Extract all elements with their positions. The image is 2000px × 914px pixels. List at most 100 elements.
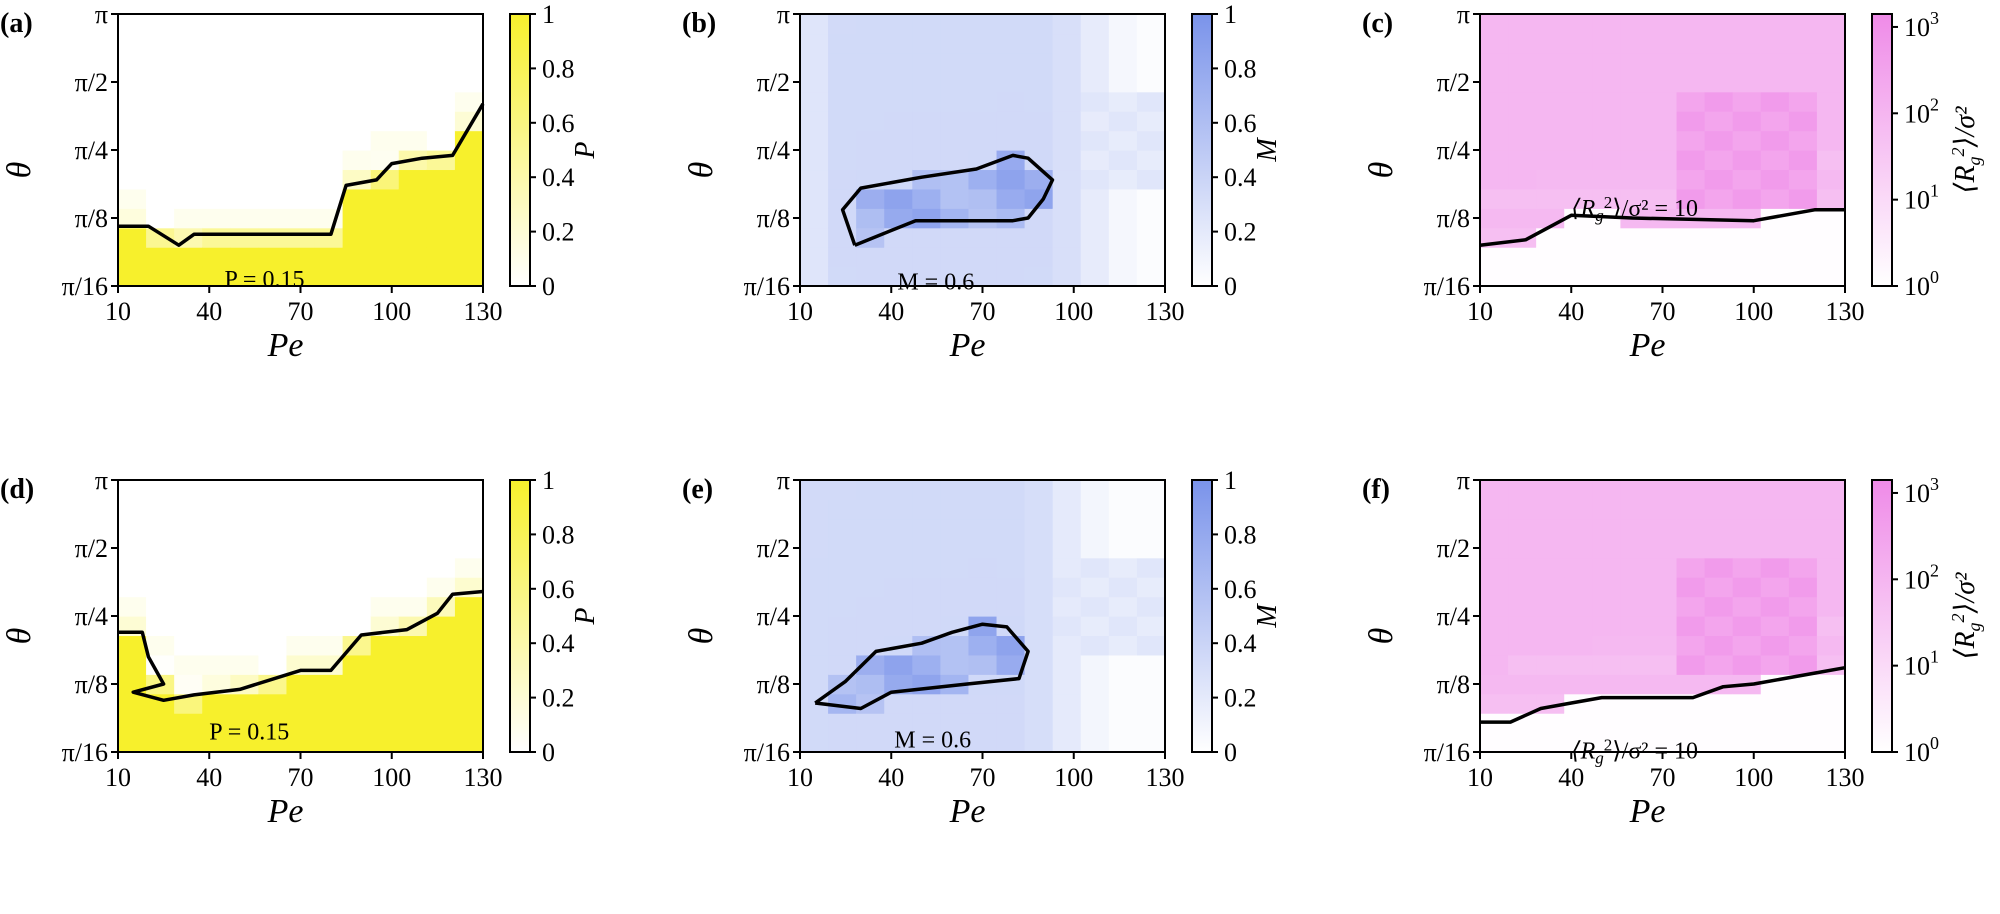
heatmap-cell <box>912 616 941 637</box>
heatmap-cell <box>1536 557 1565 578</box>
heatmap-cell <box>202 169 231 190</box>
heatmap-cell <box>856 557 885 578</box>
heatmap-cell <box>1108 499 1138 520</box>
heatmap-cell <box>370 635 400 656</box>
heatmap-cell <box>1676 33 1706 54</box>
heatmap-cell <box>1080 693 1110 714</box>
heatmap-cell <box>454 72 484 93</box>
heatmap-cell <box>1024 732 1054 753</box>
heatmap-cell <box>1816 577 1846 598</box>
heatmap-cell <box>1480 188 1509 209</box>
heatmap-cell <box>828 654 857 675</box>
heatmap-cell <box>856 91 885 112</box>
heatmap-cell <box>1732 713 1762 734</box>
y-tick-label: π <box>95 466 108 495</box>
heatmap-cell <box>342 674 372 695</box>
heatmap-cell <box>1536 91 1565 112</box>
heatmap-cell <box>1024 654 1054 675</box>
heatmap-cell <box>1788 518 1818 539</box>
contour-line <box>814 622 1030 711</box>
heatmap-cell <box>1108 150 1138 171</box>
heatmap-cell <box>314 693 344 714</box>
heatmap-cell <box>342 480 372 501</box>
heatmap-cell <box>1648 91 1678 112</box>
heatmap-cell <box>968 52 998 73</box>
heatmap-cell <box>370 596 400 617</box>
heatmap-cell <box>314 732 344 753</box>
heatmap-cell <box>342 33 372 54</box>
heatmap-cell <box>286 499 316 520</box>
heatmap-cell <box>1620 480 1650 501</box>
heatmap-cell <box>1108 188 1138 209</box>
heatmap-cell <box>1108 577 1138 598</box>
heatmap-cell <box>314 91 344 112</box>
heatmap-cell <box>174 713 203 734</box>
heatmap-cell <box>398 732 428 753</box>
heatmap-cell <box>856 14 885 35</box>
heatmap-cell <box>146 266 175 287</box>
heatmap-cell <box>202 188 231 209</box>
heatmap-cell <box>1788 538 1818 559</box>
heatmap-cell <box>968 713 998 734</box>
heatmap-cell <box>828 557 857 578</box>
heatmap-cell <box>800 635 829 656</box>
x-tick-label: 70 <box>288 297 314 326</box>
heatmap-cell <box>454 14 484 35</box>
heatmap-cell <box>1816 227 1846 248</box>
heatmap-cell <box>1052 227 1082 248</box>
heatmap-cell <box>342 72 372 93</box>
colorbar-tick-label: 102 <box>1904 94 1939 128</box>
heatmap-cell <box>1676 480 1706 501</box>
y-tick-label: π <box>1457 0 1470 29</box>
heatmap-cell <box>996 713 1026 734</box>
heatmap-cell <box>1676 635 1706 656</box>
heatmap-cell <box>884 635 913 656</box>
heatmap-cell <box>398 266 428 287</box>
x-tick-label: 40 <box>1558 297 1584 326</box>
heatmap-cell <box>884 227 913 248</box>
heatmap-cell <box>884 654 913 675</box>
heatmap-cell <box>1676 72 1706 93</box>
heatmap-cell <box>1108 266 1138 287</box>
heatmap-cell <box>1676 14 1706 35</box>
heatmap-cell <box>1080 674 1110 695</box>
heatmap-cell <box>1052 557 1082 578</box>
heatmap-cell <box>1024 91 1054 112</box>
heatmap-cell <box>174 169 203 190</box>
heatmap-cell <box>286 596 316 617</box>
y-tick-label: π/2 <box>1437 68 1470 97</box>
heatmap-cell <box>398 654 428 675</box>
heatmap-cell <box>996 577 1026 598</box>
heatmap-cell <box>968 91 998 112</box>
heatmap-cell <box>258 616 288 637</box>
heatmap-cell <box>800 616 829 637</box>
heatmap-cell <box>1592 111 1621 132</box>
heatmap-cell <box>1732 693 1762 714</box>
heatmap-cell <box>1080 499 1110 520</box>
heatmap-cell <box>230 52 259 73</box>
heatmap-cell <box>1760 499 1790 520</box>
heatmap-cell <box>1564 518 1593 539</box>
heatmap-cell <box>342 188 372 209</box>
heatmap-cell <box>1592 14 1621 35</box>
colorbar-label: ⟨Rg2⟩/σ² <box>1948 106 1984 194</box>
heatmap-cell <box>912 596 941 617</box>
colorbar-tick-label: 0.8 <box>542 520 575 549</box>
heatmap-cell <box>118 693 147 714</box>
heatmap-cell <box>1816 713 1846 734</box>
heatmap-cell <box>1536 480 1565 501</box>
heatmap-cell <box>1108 52 1138 73</box>
heatmap-cell <box>342 130 372 151</box>
heatmap-cell <box>370 577 400 598</box>
heatmap-cell <box>342 577 372 598</box>
heatmap-cell <box>884 266 913 287</box>
heatmap-cell <box>1732 208 1762 229</box>
heatmap-cell <box>370 14 400 35</box>
heatmap-cell <box>828 111 857 132</box>
heatmap-cell <box>1564 52 1593 73</box>
heatmap-cell <box>342 14 372 35</box>
heatmap-cell <box>118 33 147 54</box>
heatmap-cell <box>1676 713 1706 734</box>
heatmap-cell <box>398 52 428 73</box>
